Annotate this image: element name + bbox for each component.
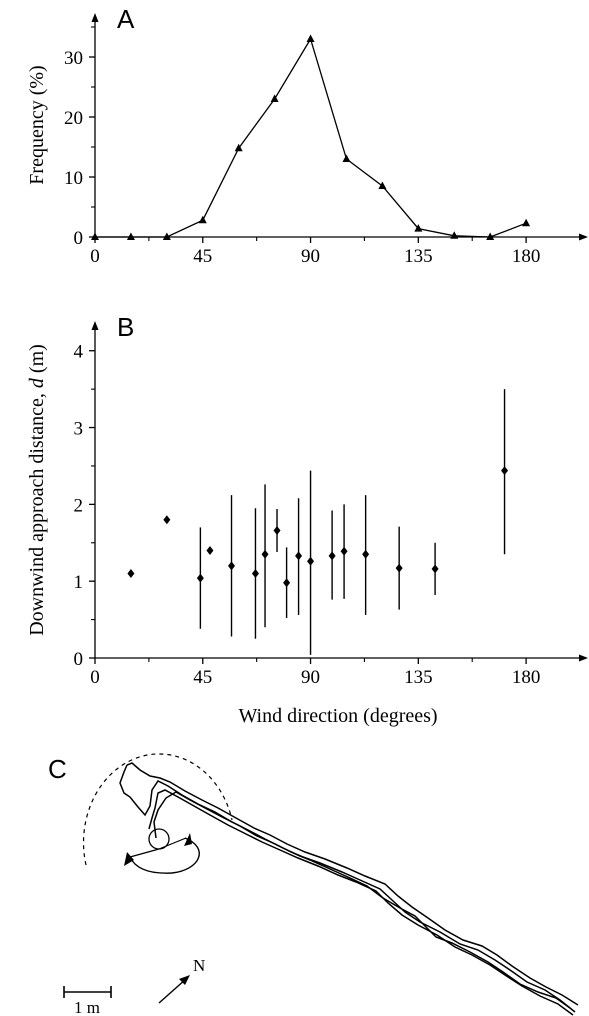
panel-a-point — [270, 94, 279, 102]
panel-b-x-tick-label: 135 — [404, 667, 433, 688]
panel-a-x-tick-label: 180 — [512, 246, 541, 267]
flight-track-2 — [126, 762, 579, 1006]
panel-b-point — [295, 551, 303, 561]
scale-bar-label: 1 m — [74, 998, 100, 1016]
wind-sector-edge-right — [158, 837, 187, 850]
north-arrow-head — [179, 975, 190, 985]
panel-a-x-axis-arrow — [579, 233, 588, 241]
wind-sector-arrowhead-left — [124, 852, 134, 866]
panel-b-point — [163, 515, 171, 525]
panel-b: B Downwind approach distance, d (m) Wind… — [26, 312, 588, 727]
north-arrow-shaft — [158, 978, 187, 1004]
panel-b-y-axis-label: Downwind approach distance, d (m) — [26, 344, 48, 636]
panel-a-x-tick-label: 90 — [301, 246, 320, 267]
panel-b-x-axis-arrow — [579, 654, 588, 662]
panel-b-y-tick-label: 3 — [74, 419, 84, 440]
panel-a-y-tick-label: 10 — [64, 168, 83, 189]
panel-b-point — [340, 546, 348, 556]
panel-b-x-tick-label: 0 — [90, 667, 100, 688]
panel-a-x-tick-label: 135 — [404, 246, 433, 267]
panel-b-label: B — [117, 312, 134, 342]
panel-b-point — [395, 563, 403, 573]
panel-c-label: C — [48, 754, 67, 784]
panel-b-point — [251, 569, 259, 578]
panel-b-point — [228, 561, 236, 571]
panel-b-x-tick-label: 90 — [301, 667, 320, 688]
panel-b-y-tick-label: 1 — [74, 572, 84, 593]
panel-b-point — [431, 564, 439, 574]
panel-b-point — [273, 525, 281, 535]
panel-a-x-tick-label: 45 — [193, 246, 212, 267]
panel-a-y-tick-label: 30 — [64, 48, 83, 69]
panel-b-point — [328, 551, 336, 561]
panel-a-point — [378, 181, 387, 189]
flight-track-4 — [153, 791, 571, 1009]
panel-b-point — [501, 466, 509, 476]
panel-a-y-tick-label: 0 — [74, 228, 84, 249]
panel-a-point — [342, 154, 351, 162]
panel-a-point — [126, 232, 135, 240]
panel-a-point — [522, 218, 531, 227]
panel-b-x-axis-label: Wind direction (degrees) — [238, 705, 437, 727]
panel-a: A Frequency (%) 0 45 90 135 180 0 10 20 30 — [26, 4, 588, 267]
panel-a-x-tick-label: 0 — [90, 246, 100, 267]
panel-a-y-axis-arrow — [91, 13, 99, 22]
panel-a-frequency-line — [95, 37, 527, 238]
panel-a-point — [91, 232, 99, 240]
panel-b-point — [283, 578, 291, 588]
dashed-range-arc — [82, 753, 233, 866]
panel-a-point — [162, 232, 171, 240]
panel-c: C 1 m N — [48, 753, 579, 1016]
panel-a-point — [306, 34, 315, 42]
panel-a-point — [414, 224, 423, 232]
panel-b-x-tick-label: 180 — [512, 667, 541, 688]
panel-a-point — [486, 232, 495, 240]
panel-b-point — [261, 549, 269, 559]
panel-a-point — [450, 231, 459, 239]
panel-b-point — [206, 545, 214, 555]
panel-b-point — [362, 549, 370, 559]
panel-b-point — [196, 573, 204, 583]
panel-a-y-axis-label: Frequency (%) — [26, 65, 48, 184]
panel-a-point — [198, 215, 207, 224]
wind-sector-arrowhead-right — [184, 833, 192, 846]
panel-b-y-tick-label: 4 — [74, 342, 84, 363]
panel-a-point — [234, 143, 243, 152]
wind-sector-edge-left — [129, 848, 160, 858]
panel-b-y-axis-arrow — [91, 321, 99, 330]
panel-b-x-tick-label: 45 — [193, 667, 212, 688]
panel-b-point — [307, 556, 315, 566]
flight-tracks — [119, 762, 579, 1016]
panel-b-point — [127, 569, 135, 578]
north-label: N — [193, 956, 205, 975]
flight-track-3 — [148, 789, 574, 1016]
wind-sector-arc — [129, 837, 200, 874]
panel-a-y-tick-label: 20 — [64, 108, 83, 129]
panel-b-y-tick-label: 0 — [74, 649, 84, 670]
panel-a-label: A — [117, 4, 135, 34]
panel-b-y-tick-label: 2 — [74, 495, 84, 516]
